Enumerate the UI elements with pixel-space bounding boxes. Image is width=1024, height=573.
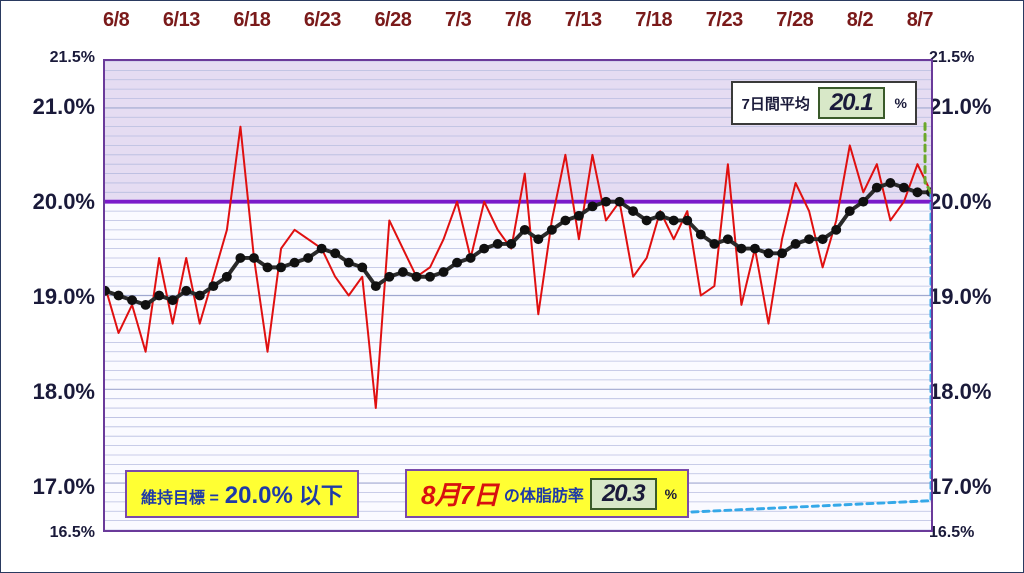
y-tick-label: 18.0% — [929, 379, 991, 405]
x-tick-label: 7/28 — [776, 9, 813, 39]
y-tick-label: 20.0% — [33, 189, 95, 215]
x-tick-label: 8/2 — [847, 9, 873, 39]
x-tick-label: 6/28 — [374, 9, 411, 39]
y-tick-label: 16.5% — [50, 524, 95, 542]
y-tick-label: 17.0% — [33, 474, 95, 500]
y-tick-label: 20.0% — [929, 189, 991, 215]
y-tick-label: 21.0% — [929, 94, 991, 120]
x-axis-labels: 6/8 6/13 6/18 6/23 6/28 7/3 7/8 7/13 7/18 7/23 7/2… — [103, 9, 933, 39]
date-box: 8月7日 の体脂肪率 20.3 % — [405, 469, 689, 518]
goal-label: 維持目標 = — [141, 484, 219, 508]
date-text: の体脂肪率 — [504, 482, 584, 506]
x-tick-label: 7/13 — [565, 9, 602, 39]
goal-suffix: 以下 — [299, 478, 343, 510]
x-tick-label: 7/23 — [706, 9, 743, 39]
avg-pct: % — [895, 95, 907, 111]
y-tick-label: 18.0% — [33, 379, 95, 405]
chart-svg — [105, 61, 931, 530]
y-tick-label: 16.5% — [929, 524, 974, 542]
x-tick-label: 6/18 — [233, 9, 270, 39]
x-tick-label: 6/23 — [304, 9, 341, 39]
y-axis-right: 21.5% 21.0% 20.0% 19.0% 18.0% 17.0% 16.5% — [923, 51, 1013, 540]
x-tick-label: 7/3 — [445, 9, 471, 39]
chart-wrap: 6/8 6/13 6/18 6/23 6/28 7/3 7/8 7/13 7/18 7/23 7/2… — [11, 9, 1013, 562]
daily-value: 20.3 — [590, 478, 657, 510]
avg-label: 7日間平均 — [741, 93, 809, 114]
y-tick-label: 21.5% — [50, 49, 95, 67]
y-tick-label: 21.0% — [33, 94, 95, 120]
y-tick-label: 19.0% — [929, 284, 991, 310]
y-tick-label: 21.5% — [929, 49, 974, 67]
x-tick-label: 7/8 — [505, 9, 531, 39]
goal-box: 維持目標 = 20.0% 以下 — [125, 470, 359, 518]
y-tick-label: 19.0% — [33, 284, 95, 310]
plot-area: 7日間平均 20.1 % 維持目標 = 20.0% 以下 8月7日 の体脂肪率 … — [103, 59, 933, 532]
goal-value: 20.0% — [225, 482, 293, 510]
x-tick-label: 7/18 — [635, 9, 672, 39]
date-value: 8月7日 — [421, 475, 498, 512]
daily-pct: % — [665, 486, 677, 502]
x-tick-label: 6/8 — [103, 9, 129, 39]
y-tick-label: 17.0% — [929, 474, 991, 500]
chart-container: 6/8 6/13 6/18 6/23 6/28 7/3 7/8 7/13 7/18 7/23 7/2… — [0, 0, 1024, 573]
avg-callout-box: 7日間平均 20.1 % — [731, 81, 917, 125]
x-tick-label: 6/13 — [163, 9, 200, 39]
y-axis-left: 21.5% 21.0% 20.0% 19.0% 18.0% 17.0% 16.5% — [11, 51, 101, 540]
x-tick-label: 8/7 — [907, 9, 933, 39]
avg-value: 20.1 — [818, 87, 885, 119]
